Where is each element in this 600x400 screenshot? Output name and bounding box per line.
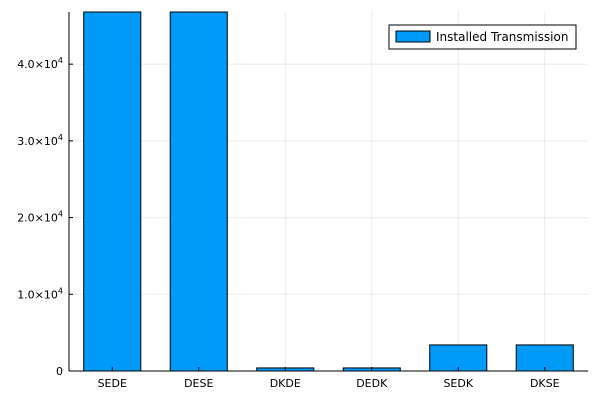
- bar-dkse: [515, 344, 574, 372]
- x-tick-label: DEDK: [356, 377, 388, 390]
- x-tick-label: SEDK: [443, 377, 473, 390]
- x-axis-ticks: SEDE DESE DKDE DEDK SEDK DKSE: [98, 367, 560, 390]
- x-tick-label: DKSE: [530, 377, 560, 390]
- y-axis-ticks: 0 1.0×104 2.0×104 3.0×104 4.0×104: [17, 56, 73, 378]
- y-tick-label: 0: [56, 365, 63, 378]
- legend-swatch: [395, 30, 431, 43]
- y-tick-label: 2.0×104: [17, 210, 63, 225]
- legend-label: Installed Transmission: [436, 30, 568, 44]
- x-tick-label: SEDE: [98, 377, 127, 390]
- y-tick-label: 4.0×104: [17, 56, 63, 71]
- y-tick-label: 1.0×104: [17, 286, 63, 301]
- x-tick-label: DESE: [184, 377, 213, 390]
- y-tick-label: 3.0×104: [17, 133, 63, 148]
- x-tick-label: DKDE: [270, 377, 301, 390]
- legend: Installed Transmission: [388, 24, 577, 50]
- bar-dese: [169, 11, 228, 372]
- bar-sede: [83, 11, 142, 372]
